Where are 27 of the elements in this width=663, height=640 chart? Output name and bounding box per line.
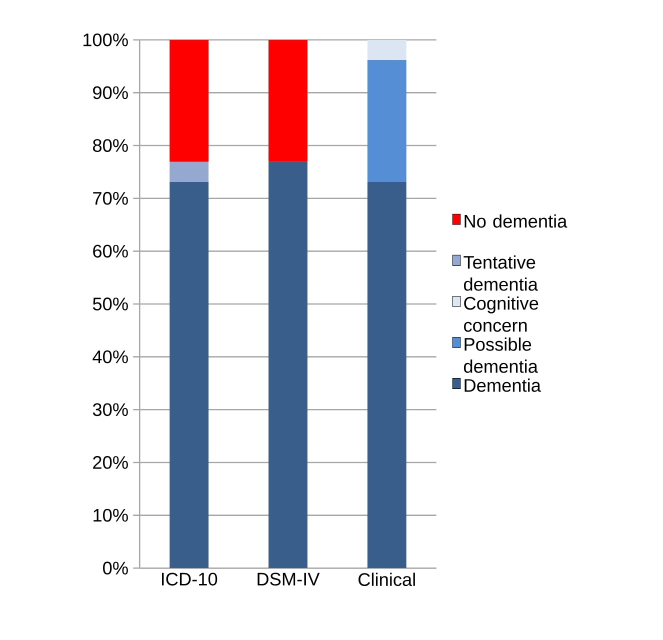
bar	[268, 40, 308, 162]
y-tick-label: 40%	[92, 350, 128, 364]
legend-label: No dementia	[464, 214, 568, 228]
bar	[170, 40, 209, 162]
bar	[268, 162, 308, 568]
legend-label: Possible dementia	[464, 337, 538, 373]
x-tick-label: Clinical	[358, 572, 415, 586]
x-tick-label: ICD-10	[162, 572, 218, 586]
legend-label: Cognitive concern	[464, 296, 538, 332]
legend-label: Dementia	[464, 378, 541, 392]
y-tick-label: 10%	[94, 508, 128, 522]
y-tick-label: 80%	[93, 139, 128, 152]
y-tick-label: 50%	[92, 298, 128, 310]
y-tick-label: 100%	[84, 33, 128, 46]
legend-label: Tentative dementia	[464, 255, 538, 291]
y-tick-label: 30%	[92, 403, 128, 416]
y-tick-label: 90%	[93, 86, 128, 100]
bar	[170, 162, 209, 182]
bar	[170, 182, 209, 568]
bar	[367, 60, 406, 182]
y-tick-label: 20%	[93, 456, 128, 469]
y-tick-label: 70%	[93, 192, 128, 205]
y-tick-label: 60%	[93, 244, 128, 258]
bar	[367, 182, 406, 568]
x-tick-label: DSM-IV	[258, 572, 320, 586]
y-tick-label: 0%	[103, 562, 128, 575]
bar	[367, 40, 406, 60]
